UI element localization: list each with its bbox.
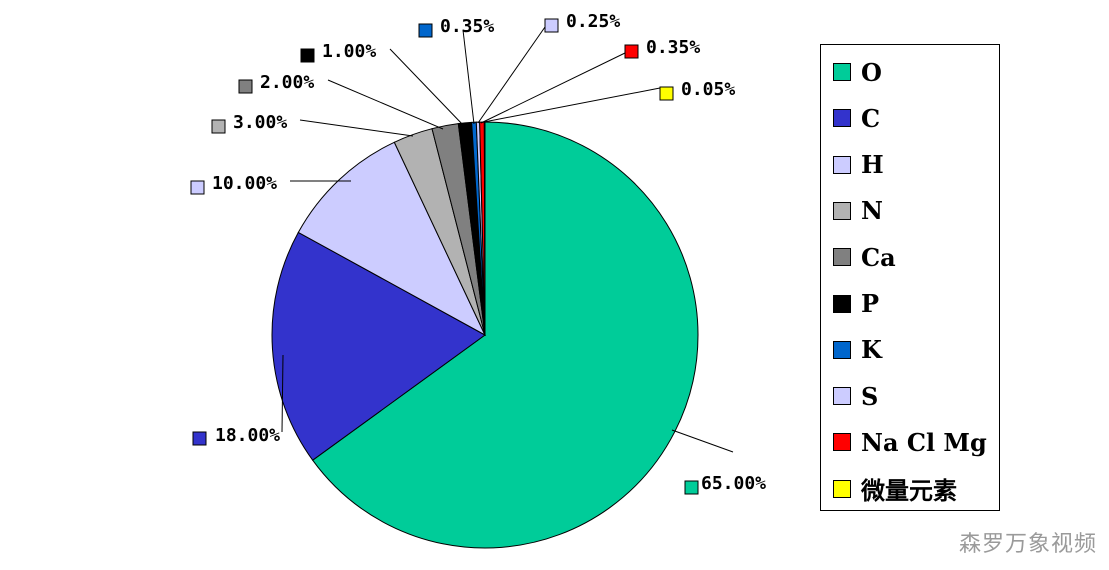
legend-swatch <box>833 294 851 313</box>
leader-lines <box>281 26 734 453</box>
legend-label: C <box>861 103 881 133</box>
data-label-swatch <box>418 23 433 38</box>
legend-label: H <box>861 150 884 180</box>
data-label: 0.05% <box>681 79 735 100</box>
data-label: 0.35% <box>440 16 494 37</box>
legend-item: Na Cl Mg <box>833 427 987 457</box>
data-label-swatch <box>659 86 674 101</box>
data-label-swatch <box>684 480 699 495</box>
leader-line <box>462 29 475 125</box>
data-label: 0.25% <box>566 11 620 32</box>
legend-swatch <box>833 433 851 452</box>
leader-line <box>299 119 414 137</box>
leader-line <box>483 87 661 123</box>
legend-item: 微量元素 <box>833 474 957 506</box>
legend-label: O <box>861 57 882 87</box>
data-label-swatch <box>544 18 559 33</box>
legend-item: Ca <box>833 242 896 272</box>
pie-slice-h <box>297 141 487 337</box>
data-label: 65.00% <box>701 473 766 494</box>
data-label-swatch <box>192 431 207 446</box>
legend-label: P <box>861 289 880 318</box>
legend-item: S <box>833 381 878 411</box>
data-label-swatch <box>211 119 226 134</box>
data-label-swatch <box>238 79 253 94</box>
pie-slices <box>271 121 699 549</box>
legend-swatch <box>833 387 851 406</box>
data-label: 0.35% <box>646 37 700 58</box>
pie-slice-o <box>311 121 699 549</box>
pie-slice-c <box>271 231 486 461</box>
leader-line <box>477 26 546 124</box>
data-label: 3.00% <box>233 112 287 133</box>
legend-swatch <box>833 248 851 267</box>
pie-slice-微量元素 <box>483 121 486 336</box>
legend-swatch <box>833 109 851 128</box>
legend-swatch <box>833 155 851 174</box>
legend-swatch <box>833 63 851 81</box>
data-labels: 65.00% 18.00% 10.00% 3.00% 2.00% 1.00% 0.35% 0.… <box>190 11 766 495</box>
legend-item: H <box>833 150 884 180</box>
legend-label: Ca <box>861 242 896 272</box>
data-label-swatch <box>300 48 315 63</box>
data-label-swatch <box>624 44 639 59</box>
leader-line <box>281 354 284 433</box>
leader-line <box>480 52 626 124</box>
legend-item: O <box>833 57 882 87</box>
leader-line <box>389 48 465 127</box>
data-label-swatch <box>190 180 205 195</box>
legend-label: 微量元素 <box>861 476 957 506</box>
leader-line <box>327 79 444 130</box>
legend-swatch <box>833 479 851 498</box>
legend-item: C <box>833 103 880 133</box>
legend-label: S <box>861 381 879 411</box>
legend-item: P <box>833 289 879 319</box>
leader-line <box>671 429 734 453</box>
chart-legend: O C H N Ca P K S Na Cl Mg 微量元素 <box>820 44 1000 511</box>
legend-label: K <box>861 335 882 365</box>
legend-label: N <box>861 196 883 226</box>
legend-swatch <box>833 340 851 359</box>
legend-swatch <box>833 201 851 220</box>
watermark-text: 森罗万象视频 <box>958 532 1097 557</box>
legend-label: Na Cl Mg <box>861 427 987 457</box>
legend-item: N <box>833 196 883 226</box>
data-label: 10.00% <box>212 173 277 194</box>
data-label: 1.00% <box>322 41 376 62</box>
data-label: 18.00% <box>215 425 280 446</box>
data-label: 2.00% <box>260 72 314 93</box>
legend-item: K <box>833 335 882 365</box>
